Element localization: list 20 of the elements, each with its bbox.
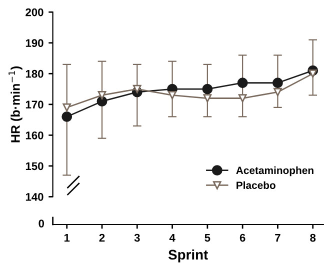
x-tick-label: 3 (134, 234, 140, 242)
x-tick-label: 6 (240, 234, 246, 242)
y-tick-label: 190 (26, 39, 44, 48)
x-tick-label: 1 (64, 234, 70, 242)
y-tick-label: 140 (26, 192, 44, 201)
x-tick-label: 2 (99, 234, 105, 242)
y-tick-label: 200 (26, 8, 44, 16)
y-tick-label: 150 (26, 162, 44, 170)
y-tick-label: 160 (26, 131, 44, 140)
y-axis-title: HR (b·min$^{−1}$) (8, 66, 22, 142)
legend-label: Placebo (236, 181, 276, 189)
y-tick-label: 170 (26, 100, 44, 109)
legend-label: Acetaminophen (236, 166, 314, 176)
x-axis-title: Sprint (168, 249, 208, 262)
y-tick-label: 180 (26, 70, 44, 78)
x-tick-label: 5 (204, 234, 210, 242)
x-tick-label: 4 (169, 234, 176, 242)
x-tick-label: 7 (275, 234, 280, 242)
x-tick-label: 8 (310, 234, 316, 242)
text: 0 (38, 220, 44, 228)
